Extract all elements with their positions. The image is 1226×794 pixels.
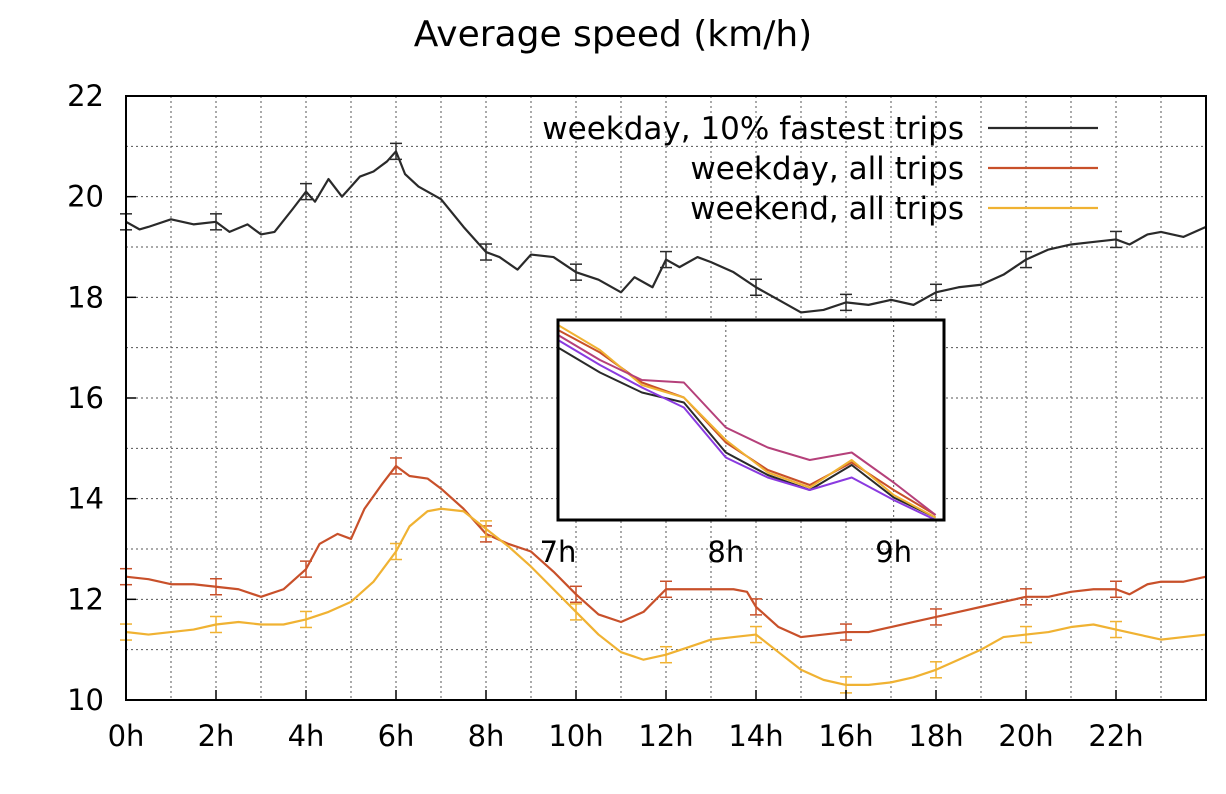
series-line (125, 464, 1207, 639)
axis-ticks: 0h 2h 4h 6h 8h 10h 12h 14h 16h 18h 20h 22h 10 12 14 16 1… (67, 79, 1144, 753)
y-tick-label: 14 (67, 482, 104, 516)
inset-x-tick-label: 7h (540, 535, 577, 569)
x-tick-label: 18h (908, 719, 963, 753)
inset-series-line (557, 324, 937, 519)
legend-label: weekday, all trips (690, 151, 964, 187)
inset-chart: 7h 8h 9h (540, 318, 946, 569)
legend: weekday, 10% fastest trips weekday, all t… (542, 111, 1098, 227)
y-tick-label: 16 (67, 381, 104, 415)
y-tick-label: 22 (67, 79, 104, 113)
legend-label: weekday, 10% fastest trips (542, 111, 964, 147)
inset-x-tick-label: 8h (707, 535, 744, 569)
y-tick-label: 10 (67, 683, 104, 717)
x-tick-label: 10h (548, 719, 603, 753)
x-tick-label: 20h (998, 719, 1053, 753)
x-tick-label: 8h (468, 719, 505, 753)
x-tick-label: 0h (108, 719, 145, 753)
inset-frame (556, 318, 946, 522)
x-tick-label: 14h (728, 719, 783, 753)
x-tick-label: 6h (378, 719, 415, 753)
x-tick-label: 4h (288, 719, 325, 753)
series-line (125, 150, 1207, 314)
x-tick-label: 12h (638, 719, 693, 753)
series-line (125, 507, 1207, 687)
inset-x-tick-label: 9h (875, 535, 912, 569)
inset-series-line (557, 339, 937, 521)
x-tick-label: 2h (198, 719, 235, 753)
legend-label: weekend, all trips (690, 191, 964, 227)
series-lines (120, 142, 1207, 694)
inset-series-line (557, 334, 937, 516)
x-tick-label: 22h (1088, 719, 1143, 753)
inset-series-line (557, 346, 937, 519)
x-tick-label: 16h (818, 719, 873, 753)
y-tick-label: 20 (67, 180, 104, 214)
y-tick-label: 12 (67, 582, 104, 616)
y-tick-label: 18 (67, 280, 104, 314)
chart-title: Average speed (km/h) (413, 14, 813, 55)
